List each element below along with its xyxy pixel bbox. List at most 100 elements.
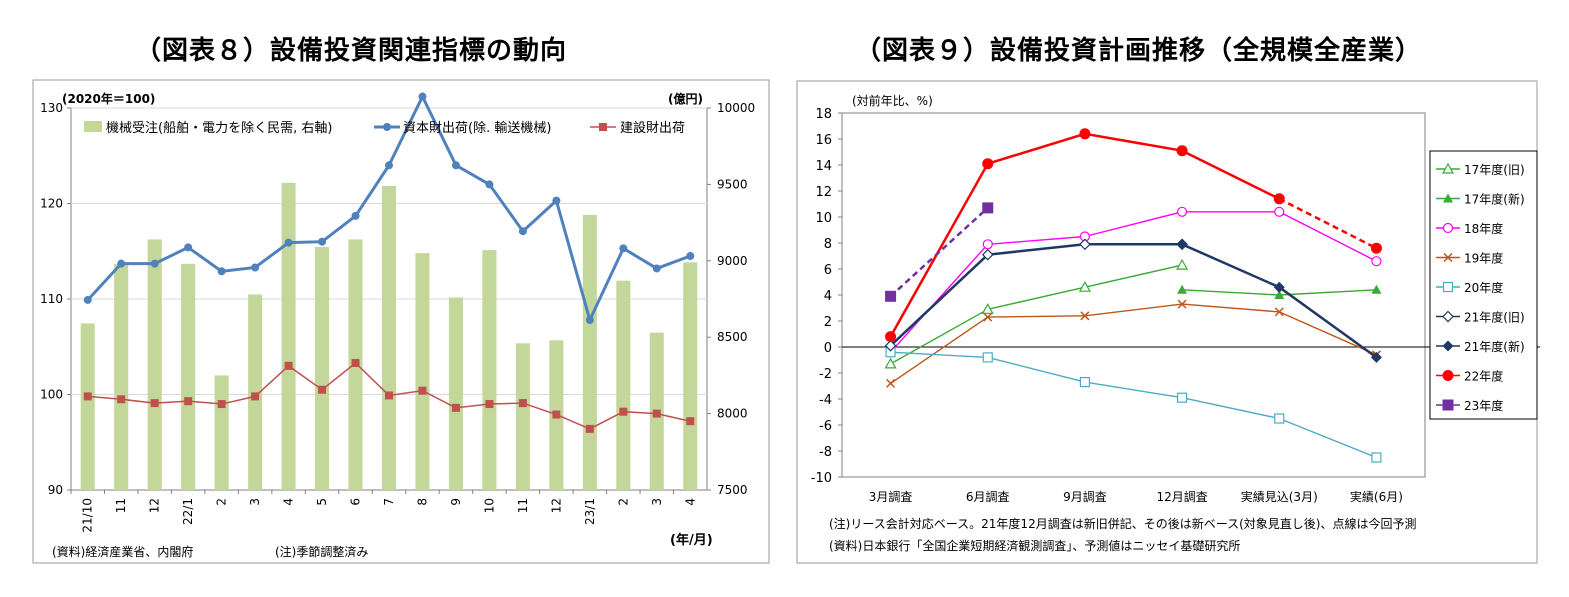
legend-label: 22年度 xyxy=(1464,369,1503,384)
x-tick-label: 8 xyxy=(415,498,429,506)
bar xyxy=(381,185,397,491)
data-point xyxy=(418,92,427,101)
chart8-x-unit: (年/月) xyxy=(670,532,713,548)
x-tick-label: 9月調査 xyxy=(1063,490,1107,504)
data-point xyxy=(1274,307,1284,317)
legend-marker xyxy=(1442,370,1454,381)
series-segment xyxy=(890,351,988,359)
data-point xyxy=(1080,311,1090,321)
y-tick-label: 4 xyxy=(824,289,832,304)
data-point xyxy=(1176,258,1189,270)
data-point xyxy=(385,391,393,400)
chart9-note2: (資料)日本銀行「全国企業短期経済観測調査」、予測値はニッセイ基礎研究所 xyxy=(829,538,1240,553)
data-point xyxy=(1274,413,1285,424)
y-tick-label: -6 xyxy=(819,419,832,434)
data-point xyxy=(485,400,494,409)
bar xyxy=(515,343,530,490)
bar xyxy=(315,247,330,490)
marker-stroke xyxy=(1177,299,1187,309)
data-point xyxy=(217,267,226,276)
x-tick-label: 23/1 xyxy=(583,498,597,525)
data-point xyxy=(451,161,460,170)
y-tick-label: 12 xyxy=(815,185,832,200)
y-tick-label: 10 xyxy=(815,211,832,226)
data-point xyxy=(351,211,360,220)
data-point xyxy=(1371,256,1382,267)
bar xyxy=(214,375,229,490)
x-tick-label: 2 xyxy=(215,498,229,506)
series-segment xyxy=(1278,211,1377,262)
data-point xyxy=(1370,242,1382,254)
legend-label-line2: 建設財出荷 xyxy=(620,120,685,136)
x-tick-label: 6月調査 xyxy=(966,490,1010,504)
data-point xyxy=(485,180,494,189)
data-point xyxy=(1274,290,1285,299)
right-tick-label: 10000 xyxy=(717,101,755,115)
data-point xyxy=(451,403,460,412)
data-point xyxy=(385,161,393,170)
bar xyxy=(281,182,296,490)
series-segment xyxy=(987,235,1085,245)
series-segment xyxy=(1182,303,1280,313)
chart9-title: （図表９）設備投資計画推移（全規模全産業） xyxy=(855,36,1423,66)
series-segment xyxy=(987,243,1086,256)
series-segment xyxy=(1181,149,1280,200)
series-segment xyxy=(987,315,1085,318)
series-segment xyxy=(1084,264,1183,288)
data-point xyxy=(1176,206,1188,217)
data-point xyxy=(1079,128,1091,140)
series-segment xyxy=(1181,243,1280,289)
x-tick-label: 2 xyxy=(616,498,630,506)
y-tick-label: -4 xyxy=(819,393,832,408)
bar xyxy=(80,323,95,490)
x-tick-label: 3 xyxy=(248,498,262,506)
data-point xyxy=(351,358,360,367)
data-point xyxy=(1176,392,1188,403)
data-point xyxy=(981,248,994,261)
data-point xyxy=(518,227,527,236)
series-segment xyxy=(1279,289,1377,296)
bar xyxy=(114,263,129,490)
series-segment xyxy=(1278,197,1377,250)
bar xyxy=(415,253,430,490)
data-point xyxy=(83,392,92,401)
x-tick-label: 22/1 xyxy=(181,498,195,525)
chart8-right-unit: (億円) xyxy=(668,91,703,106)
data-point xyxy=(982,158,994,170)
data-point xyxy=(184,243,193,252)
bar xyxy=(683,262,698,490)
data-point xyxy=(619,407,628,416)
data-point xyxy=(1079,377,1091,388)
bar xyxy=(448,297,463,490)
data-point xyxy=(585,316,594,325)
left-tick-label: 120 xyxy=(40,197,63,211)
data-point xyxy=(884,339,897,352)
series-segment xyxy=(890,243,989,353)
x-tick-label: 12月調査 xyxy=(1156,490,1207,504)
data-point xyxy=(1176,145,1188,157)
x-tick-label: 3 xyxy=(650,498,664,506)
x-tick-label: 7 xyxy=(382,498,396,506)
data-point xyxy=(982,352,993,363)
x-tick-label: 実績見込(3月) xyxy=(1241,489,1318,504)
data-point xyxy=(184,397,193,406)
data-point xyxy=(1371,452,1382,463)
data-point xyxy=(1273,193,1285,205)
series-segment xyxy=(1182,289,1280,296)
legend-marker xyxy=(1441,162,1455,174)
x-tick-label: 4 xyxy=(282,498,296,506)
legend-label: 18年度 xyxy=(1464,221,1503,236)
data-point xyxy=(117,259,126,268)
legend-label-bar: 機械受注(船舶・電力を除く民需, 右軸) xyxy=(106,120,332,136)
data-point xyxy=(1177,299,1187,309)
chart8-left-unit: (2020年＝100) xyxy=(62,91,155,106)
data-point xyxy=(686,252,695,261)
data-point xyxy=(418,386,427,395)
chart8-note: (注)季節調整済み xyxy=(275,544,368,559)
bar xyxy=(582,214,597,490)
series-segment xyxy=(1278,417,1377,459)
marker-stroke xyxy=(1080,311,1090,321)
data-point xyxy=(217,400,226,409)
data-point xyxy=(982,202,994,214)
x-tick-label: 9 xyxy=(449,498,463,506)
